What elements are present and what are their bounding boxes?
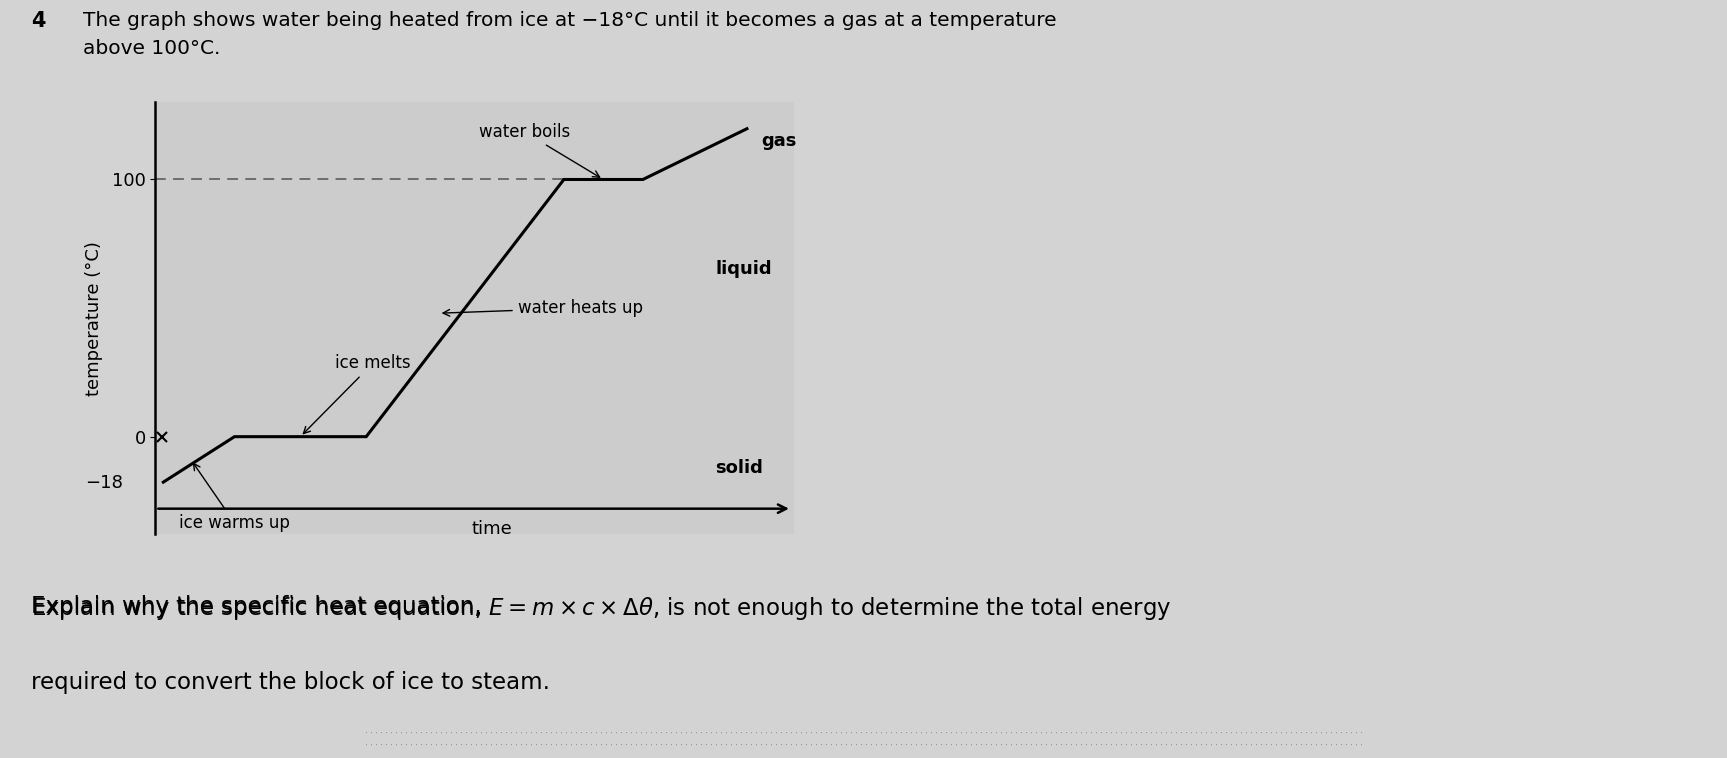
Text: required to convert the block of ice to steam.: required to convert the block of ice to …: [31, 671, 551, 694]
Text: Explain why the specific heat equation, $E = m \times c \times \Delta\theta$, is: Explain why the specific heat equation, …: [31, 595, 1173, 622]
Text: water heats up: water heats up: [444, 299, 642, 317]
Text: 4: 4: [31, 11, 45, 31]
Y-axis label: temperature (°C): temperature (°C): [86, 241, 104, 396]
Text: gas: gas: [762, 132, 796, 150]
Text: solid: solid: [715, 459, 763, 477]
Text: ················································································: ········································…: [363, 730, 1364, 739]
Text: liquid: liquid: [715, 261, 772, 278]
Text: time: time: [471, 520, 511, 538]
Text: water boils: water boils: [478, 123, 599, 177]
Text: The graph shows water being heated from ice at −18°C until it becomes a gas at a: The graph shows water being heated from …: [83, 11, 1057, 58]
Text: Explain why the specific heat equation,: Explain why the specific heat equation,: [31, 595, 489, 618]
Text: ice melts: ice melts: [304, 355, 411, 434]
Text: ice warms up: ice warms up: [180, 463, 290, 532]
Text: ················································································: ········································…: [363, 741, 1364, 750]
Text: −18: −18: [86, 474, 124, 492]
